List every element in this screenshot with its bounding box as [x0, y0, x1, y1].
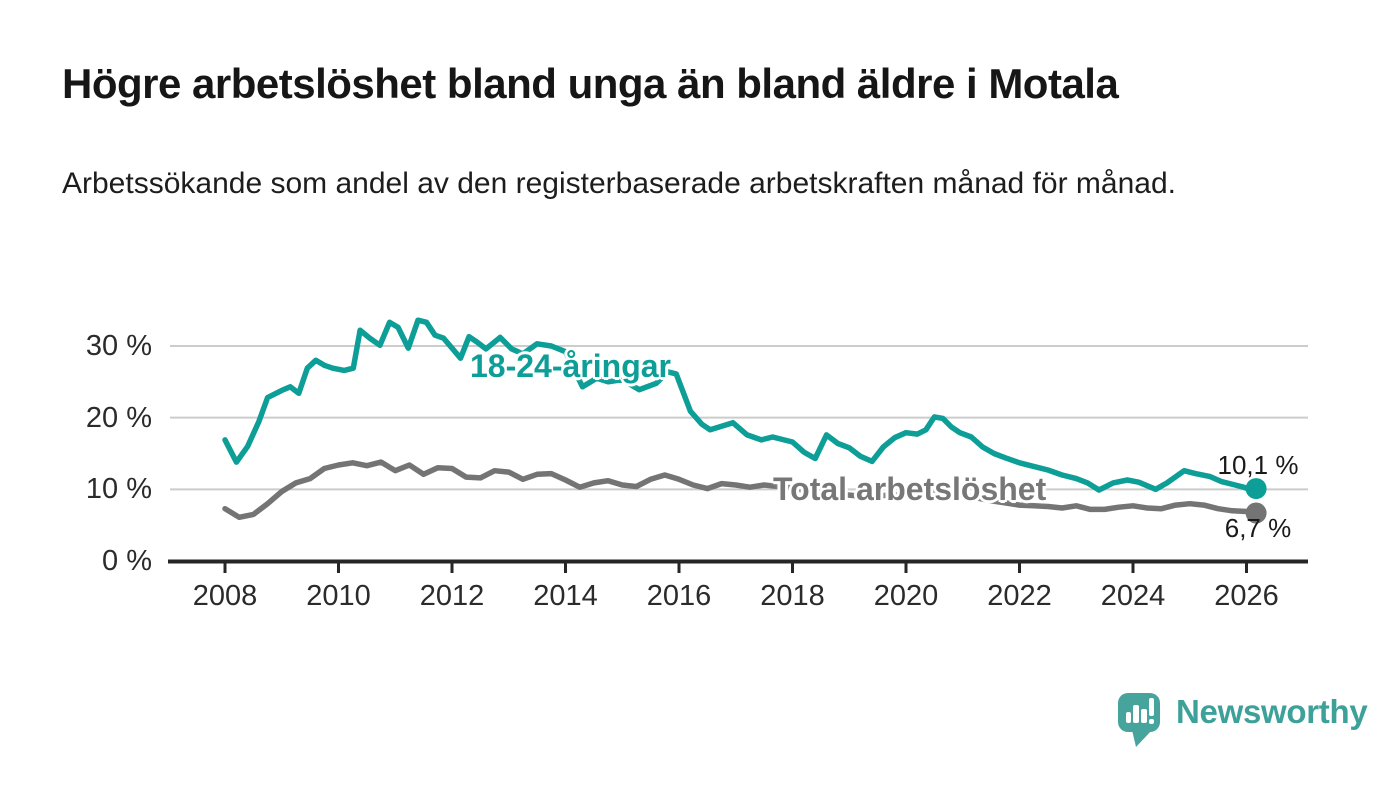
end-value-label-youth: 10,1 %: [1217, 450, 1299, 480]
x-tick-label: 2016: [646, 580, 712, 612]
end-value-label-total: 6,7 %: [1224, 513, 1292, 543]
y-tick-label: 20 %: [85, 401, 152, 434]
newsworthy-logo: Newsworthy: [1117, 692, 1368, 748]
newsworthy-logo-text: Newsworthy: [1176, 693, 1368, 730]
end-dot-youth: [1245, 478, 1267, 500]
page-subtitle: Arbetssökande som andel av den registerb…: [62, 167, 1176, 200]
x-tick-label: 2026: [1214, 580, 1279, 612]
y-tick-label: 10 %: [85, 473, 152, 506]
x-tick-label: 2010: [306, 580, 371, 612]
x-tick-label: 2024: [1100, 580, 1166, 612]
series-label-youth: 18-24-åringar: [470, 348, 671, 384]
newsworthy-speech-bubble-chart-icon: [1118, 693, 1160, 747]
x-tick-label: 2012: [419, 580, 485, 612]
page-title: Högre arbetslöshet bland unga än bland ä…: [62, 60, 1119, 107]
x-tick-label: 2014: [533, 580, 598, 612]
series-line-youth: [222, 317, 1259, 493]
x-tick-label: 2022: [987, 580, 1052, 612]
x-tick-label: 2018: [760, 580, 825, 612]
end-dot-total: [1245, 502, 1267, 524]
series-line-total: [222, 459, 1259, 521]
series-label-total: Total arbetslöshet: [773, 471, 1047, 507]
y-tick-label: 30 %: [85, 329, 152, 362]
y-tick-label: 0 %: [102, 545, 152, 577]
x-tick-label: 2020: [873, 580, 939, 612]
x-tick-label: 2008: [192, 580, 258, 612]
